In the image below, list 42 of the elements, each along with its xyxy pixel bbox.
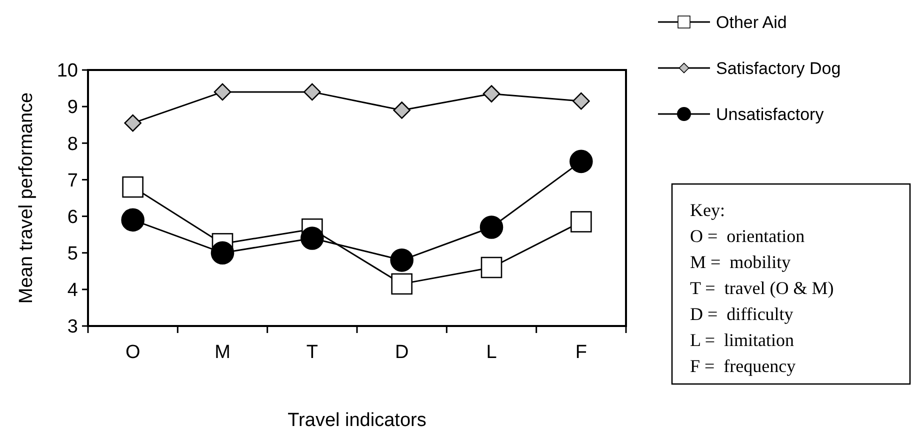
- y-tick-label: 8: [67, 134, 78, 155]
- x-tick-label: T: [306, 342, 318, 363]
- text: T = travel (O & M): [690, 278, 834, 298]
- x-axis-title: Travel indicators: [288, 410, 426, 431]
- legend-label: Other Aid: [716, 12, 787, 32]
- point: [391, 273, 412, 295]
- point: [214, 83, 232, 101]
- point: [124, 114, 142, 132]
- point: [480, 216, 504, 239]
- point: [300, 226, 324, 250]
- point: [121, 208, 144, 232]
- point: [393, 102, 410, 119]
- point: [480, 256, 502, 278]
- x-tick-label: D: [394, 342, 409, 363]
- y-tick-label: 9: [67, 97, 78, 118]
- point: [570, 150, 593, 174]
- x-tick-label: L: [486, 342, 497, 363]
- point: [572, 92, 590, 110]
- text: Key:: [690, 200, 725, 220]
- y-tick-label: 7: [67, 170, 78, 192]
- legend-label: Satisfactory Dog: [716, 58, 841, 78]
- y-tick-label: 4: [67, 280, 78, 302]
- point: [570, 211, 592, 232]
- text: L = limitation: [690, 330, 794, 350]
- text: D = difficulty: [690, 304, 794, 324]
- text: F = frequency: [690, 356, 796, 376]
- y-axis-title: Mean travel performance: [16, 92, 37, 304]
- y-tick-label: 5: [67, 244, 78, 265]
- point: [304, 83, 321, 101]
- legend-label: Unsatisfactory: [716, 104, 824, 124]
- text: M = mobility: [690, 252, 791, 272]
- point: [122, 176, 144, 198]
- point: [390, 248, 414, 272]
- x-tick-label: F: [575, 342, 587, 363]
- point: [482, 85, 500, 102]
- y-tick-label: 6: [67, 206, 78, 228]
- y-tick-label: 10: [56, 60, 78, 82]
- x-tick-label: O: [125, 342, 140, 363]
- x-tick-label: M: [214, 342, 230, 363]
- text: O = orientation: [690, 226, 805, 246]
- y-tick-label: 3: [67, 316, 78, 338]
- point: [210, 241, 234, 265]
